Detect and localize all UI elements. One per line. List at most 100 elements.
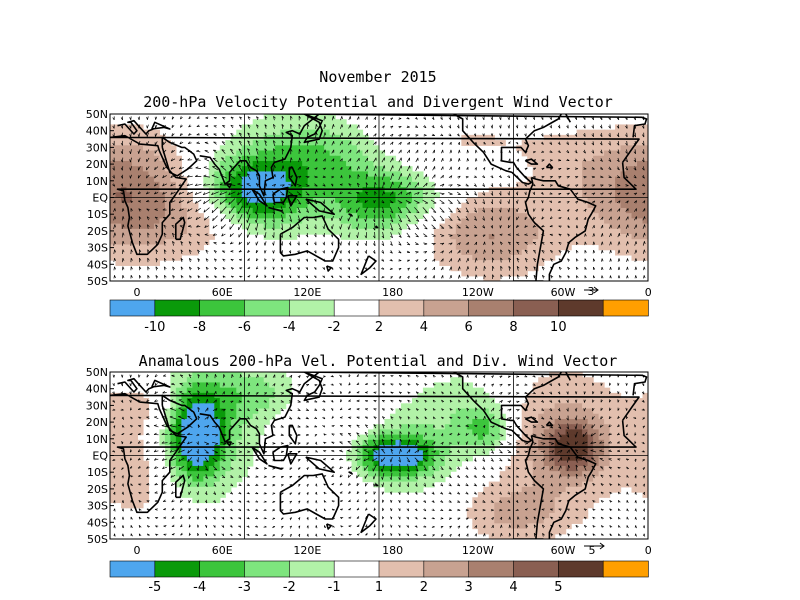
- panel-total-coastline-5: [251, 188, 268, 207]
- panel-anomaly-coastline-19: [564, 372, 572, 381]
- panel-total-y-tick-label: 40N: [86, 125, 108, 138]
- panel-total-coastline-8: [287, 195, 298, 207]
- panel-total-vector-ref-label: 3: [588, 285, 595, 298]
- panel-total-y-tick-label: 50N: [86, 108, 108, 121]
- panel-anomaly-y-tick-label: 40S: [87, 516, 108, 529]
- panel-total-vector-arrows: [112, 115, 646, 280]
- panel-total-colorbar-label: 8: [509, 320, 517, 335]
- panel-total-colorbar-swatch: [423, 299, 470, 317]
- panel-anomaly-colorbar-swatch: [513, 560, 560, 578]
- panel-total-colorbar-swatch: [558, 299, 604, 317]
- panel-total-coastline-13: [399, 114, 562, 185]
- panel-anomaly-y-tick-label: 50N: [86, 366, 108, 379]
- panel-total-y-tick-label: 50S: [87, 275, 108, 288]
- panel-anomaly-colorbar-swatch: [199, 560, 246, 578]
- panel-anomaly-coastline-17: [525, 416, 539, 423]
- panel-total-coastline-4: [303, 114, 324, 144]
- panel-total-y-tick-label: 40S: [87, 258, 108, 271]
- panel-anomaly-y-tick-label: 30S: [87, 500, 108, 513]
- panel-anomaly-colorbar-swatch: [333, 560, 380, 578]
- panel-anomaly-vector-ref: 5: [584, 542, 605, 557]
- panel-anomaly-y-tick-label: EQ: [92, 450, 108, 463]
- panel-anomaly-x-tick-label: 120W: [462, 544, 494, 557]
- panel-anomaly-colorbar-swatch: [468, 560, 515, 578]
- panel-total-coastline-10: [279, 215, 340, 262]
- panel-anomaly-coastline-27: [375, 483, 379, 487]
- panel-total-y-tick-label: 30N: [86, 141, 108, 154]
- panel-anomaly-vector-arrows: [112, 373, 646, 538]
- panel-anomaly-colorbar-label: -1: [328, 580, 341, 595]
- panel-anomaly: Anamalous 200-hPa Vel. Potential and Div…: [86, 352, 652, 595]
- panel-anomaly-coastline-1: [175, 474, 186, 499]
- panel-anomaly-coastline-10: [279, 473, 340, 520]
- panel-total-colorbar-label: 10: [550, 320, 567, 335]
- panel-total-coastline-26: [348, 213, 353, 217]
- panel-anomaly-y-tick-label: 40N: [86, 383, 108, 396]
- panel-total-x-tick-label: 180: [382, 286, 403, 299]
- panel-total-colorbar-swatch: [333, 299, 380, 317]
- panel-total-y-tick-label: EQ: [92, 192, 108, 205]
- panel-anomaly-colorbar-swatch: [109, 560, 156, 578]
- panel-anomaly-colorbar-swatch: [244, 560, 291, 578]
- panel-anomaly-colorbar-label: -2: [283, 580, 296, 595]
- panel-anomaly-y-tick-label: 50S: [87, 533, 108, 546]
- panel-anomaly-vectors: [112, 373, 646, 538]
- panel-anomaly-title: Anamalous 200-hPa Vel. Potential and Div…: [139, 352, 618, 370]
- panel-total-colorbar-swatch: [244, 299, 291, 317]
- panel-anomaly-colorbar-swatch: [423, 560, 470, 578]
- panel-anomaly-colorbar-swatch: [602, 560, 649, 578]
- panel-anomaly-coastline-22: [151, 379, 171, 388]
- panel-anomaly-x-tick-label: 60E: [212, 544, 233, 557]
- panel-total-vector-ref: 3: [584, 285, 599, 298]
- panel-total-coastline-9: [305, 198, 336, 215]
- panel-anomaly-x-tick-label: 180: [382, 544, 403, 557]
- panel-total-colorbar-swatch: [154, 299, 201, 317]
- panel-total-colorbar-swatch: [378, 299, 425, 317]
- panel-total-colorbar-swatch: [602, 299, 649, 317]
- panel-anomaly-coastline-9: [305, 456, 336, 474]
- panel-total-coastline-1: [175, 216, 186, 241]
- panel-anomaly-colorbar-label: -4: [193, 580, 206, 595]
- panel-anomaly-colorbar-label: -5: [148, 580, 161, 595]
- panel-anomaly-x-ticks: 0 60E 120E 180 120W 60W 0: [134, 544, 652, 557]
- panel-total-x-tick-label: 60W: [551, 286, 576, 299]
- panel-anomaly-x-tick-label: 0: [645, 544, 652, 557]
- panel-anomaly-coastline-6: [268, 464, 283, 470]
- panel-total-colorbar-swatch: [199, 299, 246, 317]
- panel-anomaly-x-tick-label: 120E: [293, 544, 321, 557]
- panel-total-colorbar-label: 4: [420, 320, 428, 335]
- panel-anomaly-y-tick-label: 30N: [86, 399, 108, 412]
- panel-total-coastline-11: [325, 265, 333, 272]
- panel-anomaly-coastline-2: [161, 394, 198, 435]
- panel-total-colorbar-label: -10: [144, 320, 165, 335]
- panel-total-coastline-2: [161, 136, 198, 177]
- panel-anomaly-colorbar: -5 -4 -3 -2 -1 1 2 3 4 5: [109, 560, 649, 595]
- panel-total-colorbar-label: -2: [328, 320, 341, 335]
- panel-anomaly-y-tick-label: 20S: [87, 483, 108, 496]
- panel-anomaly-y-ticks: 50N 40N 30N 20N 10N EQ 10S 20S 30S 40S 50S: [86, 366, 114, 546]
- panel-anomaly-coastline-14: [531, 434, 597, 539]
- panel-total-colorbar-label: -8: [193, 320, 206, 335]
- panel-anomaly-colorbar-swatch: [289, 560, 335, 578]
- panel-total-colorbar-swatch: [289, 299, 335, 317]
- panel-total-x-tick-label: 60E: [212, 286, 233, 299]
- panel-anomaly-y-tick-label: 10N: [86, 433, 108, 446]
- panel-total-y-tick-label: 30S: [87, 242, 108, 255]
- panel-total-title: 200-hPa Velocity Potential and Divergent…: [143, 93, 613, 111]
- panel-total-vectors: [112, 115, 646, 280]
- panel-total-coastline-3: [199, 114, 320, 197]
- panel-total-coastline-17: [525, 158, 539, 165]
- panel-anomaly-coastline-23: [117, 377, 154, 393]
- panel-total-gridlines: [110, 114, 648, 281]
- panel-total-coastline-23: [117, 119, 154, 135]
- panel-anomaly-coastline-11: [325, 523, 333, 530]
- panel-anomaly-colorbar-swatch: [154, 560, 201, 578]
- panel-anomaly-colorbar-swatch: [558, 560, 604, 578]
- panel-total-coastline-14: [531, 176, 597, 281]
- panel-anomaly-coastline-13: [399, 372, 562, 443]
- panel-total-y-tick-label: 20S: [87, 225, 108, 238]
- panel-total-coastline-27: [375, 225, 379, 229]
- panel-anomaly-colorbar-swatch: [378, 560, 425, 578]
- panel-anomaly-coastline-3: [199, 372, 320, 455]
- panel-total-colorbar-swatch: [468, 299, 515, 317]
